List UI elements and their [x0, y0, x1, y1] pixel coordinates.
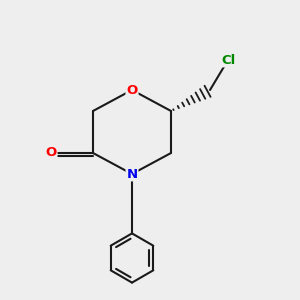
Text: N: N [126, 167, 138, 181]
Text: Cl: Cl [221, 53, 235, 67]
Text: O: O [126, 83, 138, 97]
Text: O: O [45, 146, 57, 160]
